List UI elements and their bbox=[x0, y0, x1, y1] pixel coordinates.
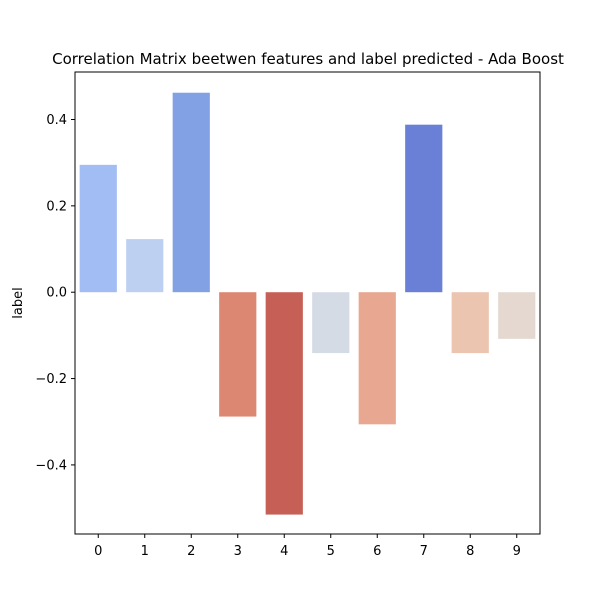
bar-2 bbox=[172, 92, 210, 293]
bar-8 bbox=[451, 292, 489, 354]
y-tick-label: 0.0 bbox=[46, 286, 67, 301]
x-tick-label: 3 bbox=[234, 544, 242, 559]
y-tick-label: −0.2 bbox=[35, 372, 67, 387]
plot-frame bbox=[74, 71, 541, 535]
y-tick-label: 0.4 bbox=[46, 113, 67, 128]
y-axis: −0.4 −0.2 0.0 0.2 0.4 bbox=[35, 113, 75, 473]
x-tick-label: 5 bbox=[327, 544, 335, 559]
x-tick-label: 8 bbox=[466, 544, 474, 559]
y-tick-label: 0.2 bbox=[46, 199, 67, 214]
bar-3 bbox=[219, 292, 257, 417]
x-tick-label: 9 bbox=[513, 544, 521, 559]
bar-9 bbox=[498, 292, 536, 339]
x-tick-label: 6 bbox=[373, 544, 381, 559]
bars-group bbox=[79, 92, 536, 515]
y-tick-label: −0.4 bbox=[35, 458, 67, 473]
x-tick-label: 0 bbox=[94, 544, 102, 559]
bar-7 bbox=[405, 124, 443, 293]
chart-title: Correlation Matrix beetwen features and … bbox=[52, 50, 564, 68]
x-tick-label: 1 bbox=[141, 544, 149, 559]
bar-6 bbox=[358, 292, 396, 425]
x-tick-label: 7 bbox=[420, 544, 428, 559]
bar-1 bbox=[126, 239, 164, 293]
x-tick-label: 4 bbox=[280, 544, 288, 559]
bar-0 bbox=[79, 164, 117, 293]
bar-4 bbox=[265, 292, 303, 515]
x-axis: 0 1 2 3 4 5 6 7 8 9 bbox=[94, 534, 521, 559]
bar-5 bbox=[312, 292, 350, 354]
y-axis-label: label bbox=[11, 287, 26, 318]
x-tick-label: 2 bbox=[187, 544, 195, 559]
